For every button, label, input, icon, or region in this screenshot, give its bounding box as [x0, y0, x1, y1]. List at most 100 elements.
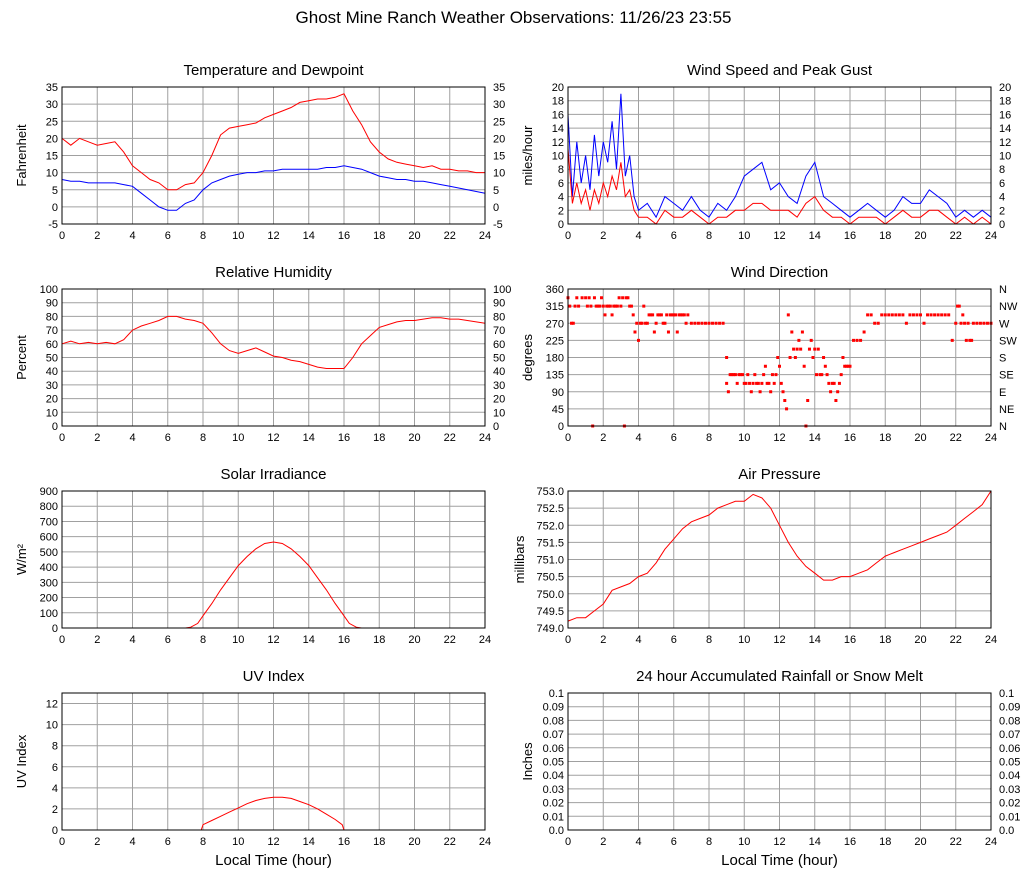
y-tick-label: 8: [558, 164, 564, 176]
right-axis-label: 10: [999, 151, 1011, 163]
y-tick-label: 0.09: [543, 702, 564, 714]
x-tick-label: 22: [950, 634, 962, 646]
y-tick-label: 20: [46, 133, 58, 145]
data-point: [820, 373, 824, 377]
y-tick-label: 2: [558, 205, 564, 217]
data-point: [911, 313, 915, 317]
plot-frame: [567, 86, 992, 225]
x-tick-label: 2: [600, 432, 606, 444]
page-title: Ghost Mine Ranch Weather Observations: 1…: [295, 8, 732, 27]
y-tick-label: 750.0: [536, 589, 564, 601]
data-point: [571, 321, 575, 325]
y-tick-label: 50: [46, 353, 58, 365]
data-point: [933, 313, 937, 317]
right-axis-label: E: [999, 387, 1006, 399]
data-point: [682, 313, 686, 317]
data-point: [940, 313, 944, 317]
data-point: [730, 373, 734, 377]
data-point: [774, 373, 778, 377]
y-tick-label: 16: [552, 109, 564, 121]
data-point: [753, 373, 757, 377]
data-point: [797, 338, 801, 342]
plot-frame: [61, 288, 486, 427]
data-point: [929, 313, 933, 317]
data-point: [947, 313, 951, 317]
x-tick-label: 6: [165, 634, 171, 646]
data-point: [746, 373, 750, 377]
data-point: [788, 356, 792, 359]
data-point: [756, 381, 760, 385]
right-axis-label: NE: [999, 404, 1014, 416]
data-point: [633, 330, 637, 334]
data-point: [728, 373, 732, 377]
x-tick-label: 22: [444, 836, 456, 848]
data-point: [612, 304, 616, 308]
data-point: [726, 390, 730, 394]
data-point: [700, 321, 704, 325]
x-tick-label: 24: [985, 432, 997, 444]
right-axis-label: 0.04: [999, 770, 1020, 782]
data-point: [822, 356, 826, 359]
right-axis-label: 30: [493, 99, 505, 111]
data-point: [635, 321, 639, 325]
right-axis-label: 10: [493, 407, 505, 419]
y-tick-label: 135: [546, 370, 564, 382]
data-point: [963, 321, 967, 325]
data-point: [852, 338, 856, 342]
right-axis-label: 100: [493, 284, 511, 296]
right-axis-label: 40: [493, 366, 505, 378]
data-point: [742, 381, 746, 385]
right-axis-label: 6: [999, 178, 1005, 190]
x-tick-label: 18: [879, 432, 891, 444]
data-point: [950, 338, 954, 342]
plot-frame: [567, 490, 992, 629]
data-point: [570, 321, 574, 325]
x-tick-label: 2: [600, 836, 606, 848]
data-point: [672, 313, 676, 317]
data-point: [568, 304, 572, 308]
y-tick-label: 751.5: [536, 537, 564, 549]
y-tick-label: 18: [552, 96, 564, 108]
x-tick-label: 4: [635, 634, 641, 646]
x-tick-label: 10: [232, 836, 244, 848]
series-line-0: [567, 490, 992, 622]
right-axis-label: 0.01: [999, 811, 1020, 823]
y-axis-label: Inches: [520, 742, 535, 781]
data-point: [637, 338, 640, 342]
x-tick-label: 14: [303, 432, 315, 444]
data-point: [806, 399, 810, 403]
y-tick-label: 6: [52, 762, 58, 774]
x-tick-label: 0: [565, 432, 571, 444]
data-point: [908, 313, 912, 317]
x-tick-label: 0: [59, 432, 65, 444]
x-tick-label: 10: [232, 432, 244, 444]
y-tick-label: 70: [46, 325, 58, 337]
y-tick-label: 400: [40, 562, 58, 574]
x-tick-label: 18: [879, 634, 891, 646]
data-point: [897, 313, 901, 317]
data-point: [758, 390, 762, 394]
x-tick-label: 12: [267, 432, 279, 444]
data-point: [767, 381, 771, 385]
right-axis-label: S: [999, 353, 1006, 365]
data-point: [778, 364, 781, 368]
data-point: [954, 321, 958, 325]
x-tick-label: 16: [844, 634, 856, 646]
y-tick-label: 6: [558, 178, 564, 190]
x-tick-label: 8: [706, 634, 712, 646]
data-point: [776, 356, 780, 359]
series-line-0: [61, 93, 485, 191]
right-axis-label: 0.09: [999, 702, 1020, 714]
right-axis-label: 0: [999, 219, 1005, 231]
data-point: [765, 381, 769, 385]
x-tick-label: 2: [600, 230, 606, 242]
data-point: [607, 304, 611, 308]
y-tick-label: 12: [552, 137, 564, 149]
data-point: [740, 373, 744, 377]
y-tick-label: 30: [46, 99, 58, 111]
data-point: [711, 321, 715, 325]
data-point: [703, 321, 707, 325]
